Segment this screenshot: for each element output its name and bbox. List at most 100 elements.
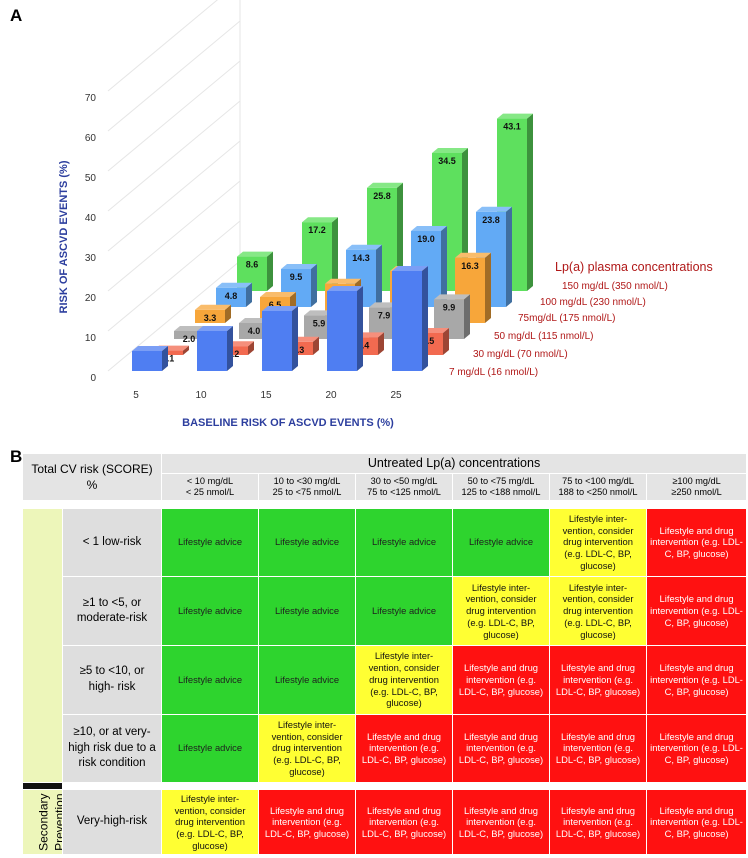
- column-header-line2: < 25 nmol/L: [185, 487, 235, 498]
- table-row: ≥5 to <10, or high- risk Lifestyle advice…: [23, 644, 748, 715]
- bar-top: [432, 148, 468, 153]
- bar-top: [434, 294, 470, 300]
- recommendation-cell: Lifestyle and drug intervention (e.g. LD…: [549, 644, 648, 715]
- x-tick-label: 5: [133, 390, 139, 401]
- bar-side: [527, 113, 533, 291]
- column-header: 75 to <100 mg/dL 188 to <250 nmol/L: [549, 473, 648, 502]
- bar-side: [443, 328, 449, 355]
- group-divider: [22, 782, 63, 791]
- bar-front: [197, 331, 227, 371]
- risk-row-label: ≥10, or at very-high risk due to a risk …: [61, 713, 163, 784]
- bar-front: [327, 291, 357, 371]
- y-axis-title: RISK OF ASCVD EVENTS (%): [58, 160, 70, 313]
- column-header-line2: 188 to <250 nmol/L: [558, 487, 638, 498]
- legend-entry: 30 mg/dL (70 nmol/L): [473, 349, 568, 360]
- primary-prevention-label: Primary Prevention: [22, 507, 63, 784]
- bar-side: [422, 266, 428, 371]
- table-row: Secondary Prevention Very-high-risk Lifesty…: [22, 789, 748, 855]
- bar-top: [346, 244, 382, 250]
- header-separator: [21, 500, 748, 509]
- bar-front: [174, 331, 204, 339]
- recommendation-cell: Lifestyle inter-vention, consider drug i…: [549, 576, 648, 646]
- secondary-line2: Prevention: [52, 793, 63, 851]
- column-header-line1: ≥100 mg/dL: [672, 475, 721, 486]
- bar-side: [313, 336, 319, 355]
- column-header: ≥100 mg/dL ≥250 nmol/L: [646, 473, 748, 502]
- bar-side: [506, 206, 512, 307]
- bar-value-label: 4.0: [248, 326, 261, 336]
- bar-value-label: 34.5: [438, 156, 456, 166]
- y-tick-label: 40: [85, 213, 97, 224]
- bar-side: [248, 341, 254, 355]
- bar-top: [262, 306, 298, 311]
- y-tick-label: 70: [85, 93, 97, 104]
- bar-value-label: 5.9: [313, 318, 326, 328]
- bar-value-label: 9.9: [443, 302, 456, 312]
- column-header: 30 to <50 mg/dL 75 to <125 nmol/L: [355, 473, 454, 502]
- bar: 3.3: [195, 304, 231, 323]
- recommendation-cell: Lifestyle inter-vention, consider drug i…: [549, 507, 648, 578]
- bar-top: [327, 286, 363, 291]
- panel-b-label: B: [10, 447, 23, 466]
- separator-cell: [21, 500, 748, 509]
- chart-grid: [107, 0, 241, 372]
- gridline: [107, 0, 218, 92]
- bar-value-label: 6.5: [269, 300, 282, 310]
- column-header: < 10 mg/dL < 25 nmol/L: [161, 473, 260, 502]
- x-tick-label: 25: [390, 390, 402, 401]
- recommendation-cell: Lifestyle and drug intervention (e.g. LD…: [452, 713, 551, 784]
- y-tick-label: 30: [85, 253, 97, 264]
- gridline: [107, 140, 241, 252]
- gridline: [107, 180, 241, 292]
- bar-side: [376, 244, 382, 307]
- separator-cell: [61, 782, 748, 791]
- table-row: Primary Prevention< 1 low-riskLifestyle …: [22, 507, 748, 784]
- legend-entry: 75mg/dL (175 nmol/L): [518, 313, 615, 324]
- bar-value-label: 9.5: [290, 272, 303, 282]
- recommendation-cell: Lifestyle and drug intervention (e.g. LD…: [355, 713, 454, 784]
- bar-value-label: 14.3: [352, 253, 370, 263]
- bar-top: [132, 346, 168, 351]
- legend-entry: 100 mg/dL (230 nmol/L): [540, 297, 646, 308]
- risk-row-label: < 1 low-risk: [61, 507, 163, 578]
- secondary-line1: Secondary: [36, 793, 51, 851]
- group-separator: [22, 782, 748, 791]
- y-tick-label: 0: [90, 373, 96, 384]
- bar-value-label: 19.0: [417, 234, 435, 244]
- legend-entry: 150 mg/dL (350 nmol/L): [562, 281, 668, 292]
- risk-row-label: ≥1 to <5, or moderate-risk: [61, 576, 163, 646]
- gridline: [107, 260, 241, 372]
- bar-side: [311, 264, 317, 307]
- bar: 4.8: [216, 282, 252, 307]
- recommendation-cell: Lifestyle and drug intervention (e.g. LD…: [549, 713, 648, 784]
- bar-side: [183, 345, 189, 355]
- top-header: Untreated Lp(a) concentrations: [161, 452, 748, 475]
- recommendation-cell: Lifestyle advice: [161, 576, 260, 646]
- corner-header: Total CV risk (SCORE) %: [21, 452, 163, 502]
- risk-3d-bar-chart: 43.1 34.5 25.8 17.2 8.6 23.8 19.0 14.3 9.5 4.8 16.…: [58, 0, 713, 429]
- bar-value-label: 23.8: [482, 215, 500, 225]
- bar-value-label: 8.6: [246, 260, 259, 270]
- bar: [392, 266, 428, 371]
- bar-front: [195, 309, 225, 323]
- bar-top: [237, 251, 273, 257]
- bar: [132, 346, 168, 371]
- bar-top: [260, 292, 296, 297]
- recommendation-cell: Lifestyle advice: [258, 576, 357, 646]
- recommendation-cell: Lifestyle advice: [161, 644, 260, 715]
- risk-row-label: Very-high-risk: [61, 789, 163, 855]
- column-header-line2: 125 to <188 nmol/L: [461, 487, 541, 498]
- bar-top: [302, 217, 338, 223]
- bar: [327, 286, 363, 371]
- bar-front: [132, 351, 162, 371]
- lp-a-recommendation-table: Total CV risk (SCORE) % Untreated Lp(a) c…: [21, 452, 748, 855]
- bar-side: [397, 182, 403, 291]
- gridline: [107, 60, 241, 172]
- bar-top: [497, 113, 533, 119]
- column-header: 50 to <75 mg/dL 125 to <188 nmol/L: [452, 473, 551, 502]
- header-row: Total CV risk (SCORE) % Untreated Lp(a) c…: [21, 452, 748, 502]
- chart-text: 0 10 20 30 40 50 60 70 5 10 15 20 25 BASELINE RISK OF…: [58, 93, 713, 429]
- y-tick-label: 50: [85, 173, 97, 184]
- bar: [197, 326, 233, 371]
- recommendation-cell: Lifestyle and drug intervention (e.g. LD…: [452, 789, 551, 855]
